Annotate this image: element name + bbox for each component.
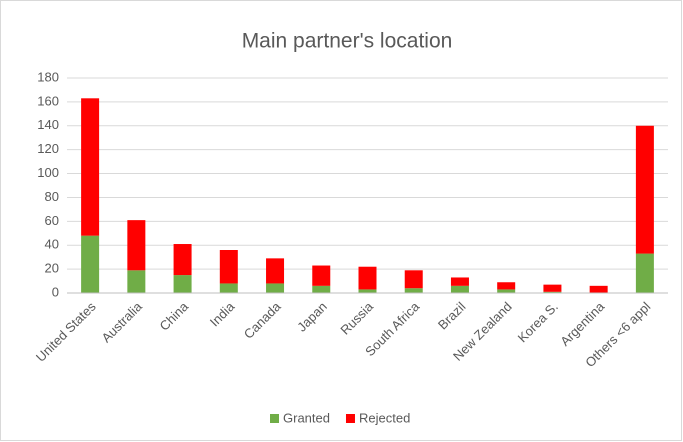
bar-segment [173, 275, 192, 293]
bar-segment [635, 253, 654, 293]
y-tick-label: 20 [45, 261, 59, 276]
bar-segment [312, 285, 331, 293]
bar-segment [127, 270, 146, 293]
y-tick-label: 60 [45, 213, 59, 228]
bar-segment [266, 258, 285, 284]
bar-segment [635, 125, 654, 254]
bar-segment [127, 220, 146, 271]
bar-segment [497, 289, 516, 293]
y-tick-label: 100 [37, 165, 59, 180]
legend-label: Granted [283, 410, 330, 425]
bar-segment [589, 285, 608, 293]
bar-segment [404, 288, 423, 293]
bar-segment [358, 266, 377, 290]
y-tick-label: 120 [37, 141, 59, 156]
legend-swatch [345, 414, 355, 423]
bar-segment [497, 282, 516, 290]
y-tick-label: 140 [37, 117, 59, 132]
y-tick-label: 80 [45, 189, 59, 204]
bar-segment [404, 270, 423, 289]
bar-segment [450, 277, 469, 286]
bar-segment [543, 284, 562, 292]
y-tick-label: 40 [45, 237, 59, 252]
bar-segment [543, 291, 562, 293]
bar-segment [219, 283, 238, 293]
bar-segment [173, 244, 192, 276]
legend-label: Rejected [359, 410, 410, 425]
bar-segment [266, 283, 285, 293]
legend-swatch [270, 414, 279, 423]
y-tick-label: 180 [37, 69, 59, 84]
bar-segment [81, 98, 100, 236]
y-tick-label: 160 [37, 93, 59, 108]
chart-title: Main partner's location [242, 30, 453, 53]
y-tick-label: 0 [52, 284, 59, 299]
bar-segment [219, 250, 238, 284]
bar-segment [312, 265, 331, 286]
bar-segment [358, 289, 377, 293]
bar-segment [450, 285, 469, 293]
bar-segment [81, 235, 100, 293]
